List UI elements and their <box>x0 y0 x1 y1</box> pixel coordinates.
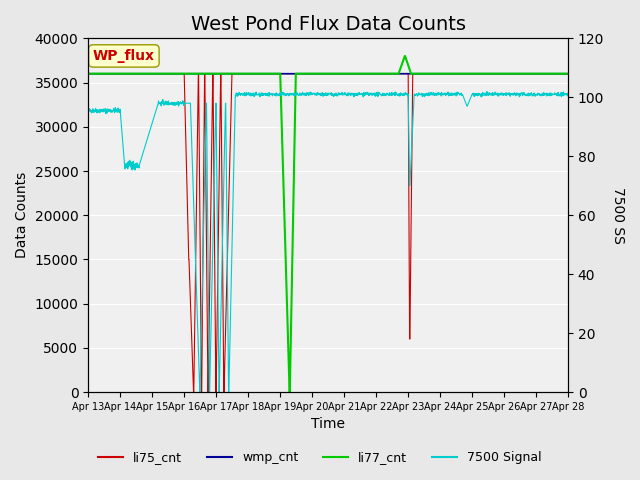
7500 Signal <box>551 90 559 96</box>
7500 Signal <box>84 107 92 113</box>
li75_cnt <box>109 71 116 77</box>
li75_cnt <box>550 71 558 77</box>
li75_cnt <box>305 71 313 77</box>
li75_cnt <box>189 389 197 395</box>
7500 Signal <box>483 89 491 95</box>
li75_cnt <box>550 71 558 77</box>
Y-axis label: 7500 SS: 7500 SS <box>611 187 625 244</box>
li77_cnt <box>84 71 92 77</box>
wmp_cnt <box>84 71 92 77</box>
li75_cnt <box>318 71 326 77</box>
7500 Signal <box>550 92 558 97</box>
li75_cnt <box>84 71 92 77</box>
7500 Signal <box>318 91 326 97</box>
Line: 7500 Signal: 7500 Signal <box>88 92 568 392</box>
li77_cnt <box>551 71 559 77</box>
li77_cnt <box>285 389 293 395</box>
li77_cnt <box>550 71 558 77</box>
wmp_cnt <box>564 71 572 77</box>
wmp_cnt <box>462 71 470 77</box>
li77_cnt <box>463 71 470 77</box>
wmp_cnt <box>317 71 325 77</box>
li77_cnt <box>109 71 116 77</box>
li77_cnt <box>401 53 409 59</box>
wmp_cnt <box>550 71 557 77</box>
wmp_cnt <box>550 71 558 77</box>
li75_cnt <box>463 71 470 77</box>
li77_cnt <box>318 71 326 77</box>
wmp_cnt <box>109 71 116 77</box>
Line: li75_cnt: li75_cnt <box>88 74 568 392</box>
7500 Signal <box>463 101 470 107</box>
li77_cnt <box>305 71 313 77</box>
7500 Signal <box>109 108 116 114</box>
X-axis label: Time: Time <box>311 418 345 432</box>
Legend: li75_cnt, wmp_cnt, li77_cnt, 7500 Signal: li75_cnt, wmp_cnt, li77_cnt, 7500 Signal <box>93 446 547 469</box>
Y-axis label: Data Counts: Data Counts <box>15 172 29 258</box>
Title: West Pond Flux Data Counts: West Pond Flux Data Counts <box>191 15 466 34</box>
7500 Signal <box>564 92 572 98</box>
wmp_cnt <box>305 71 312 77</box>
7500 Signal <box>196 389 204 395</box>
7500 Signal <box>305 92 313 97</box>
Line: li77_cnt: li77_cnt <box>88 56 568 392</box>
Text: WP_flux: WP_flux <box>93 49 155 63</box>
li77_cnt <box>564 71 572 77</box>
li75_cnt <box>564 71 572 77</box>
